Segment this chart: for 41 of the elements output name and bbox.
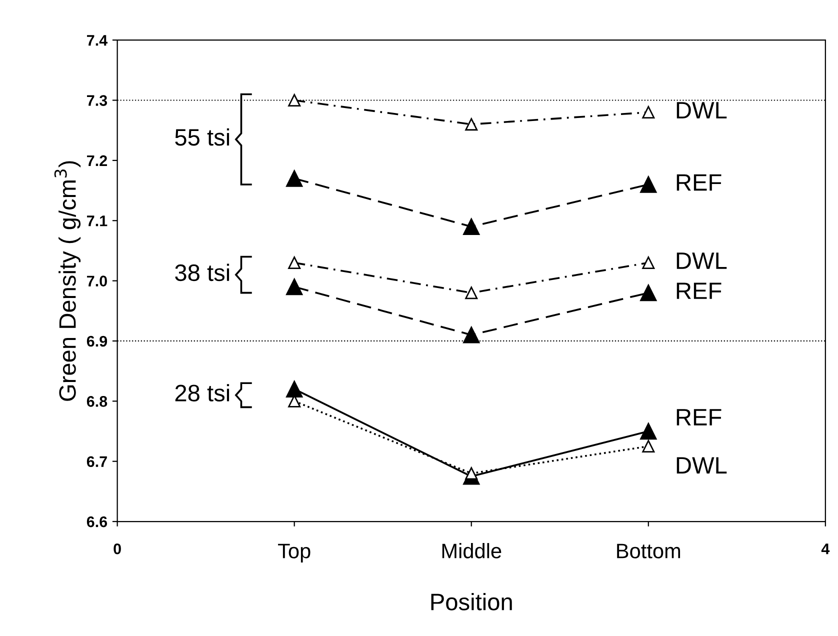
- point: [286, 170, 303, 187]
- point: [642, 106, 655, 119]
- x-tick-label: Top: [278, 544, 310, 562]
- y-tick-label: 7.3: [87, 95, 108, 106]
- point: [640, 176, 657, 193]
- x-tick-label: Middle: [442, 543, 502, 558]
- series-label: REF: [676, 282, 722, 299]
- y-tick-label: 6.9: [86, 336, 108, 347]
- x-tick-label: Bottom: [617, 544, 680, 558]
- point: [465, 286, 478, 300]
- point: [463, 326, 480, 344]
- point: [286, 278, 303, 296]
- annotation: 55 tsi: [175, 128, 230, 146]
- point: [642, 256, 655, 269]
- y-axis-title: Green Density ( g/cm$^{3}$): [54, 161, 81, 401]
- series-label: REF: [676, 409, 722, 426]
- annotation: 38 tsi: [175, 264, 230, 282]
- point: [463, 218, 480, 235]
- point: [288, 94, 301, 106]
- point: [286, 380, 303, 398]
- x-tick-label: 4: [821, 544, 830, 554]
- y-tick-label: 7.2: [87, 155, 107, 166]
- annotation: 28 tsi: [175, 384, 230, 402]
- point: [640, 284, 657, 302]
- series-label: REF: [676, 174, 722, 191]
- x-tick-label: 0: [114, 543, 121, 554]
- y-tick-label: 7.1: [87, 216, 108, 226]
- point: [465, 118, 478, 131]
- series-label: DWL: [676, 457, 727, 474]
- y-tick-label: 7.0: [87, 276, 107, 286]
- y-tick-label: 6.8: [86, 396, 108, 407]
- series-label: DWL: [676, 252, 727, 269]
- x-axis-title: Position: [431, 593, 512, 610]
- point: [465, 467, 478, 480]
- y-tick-label: 7.4: [87, 35, 108, 46]
- y-tick-label: 6.6: [86, 516, 108, 528]
- series-label: DWL: [676, 102, 727, 118]
- y-tick-label: 6.7: [86, 456, 107, 468]
- point: [640, 422, 657, 440]
- point: [642, 440, 655, 453]
- point: [288, 256, 301, 269]
